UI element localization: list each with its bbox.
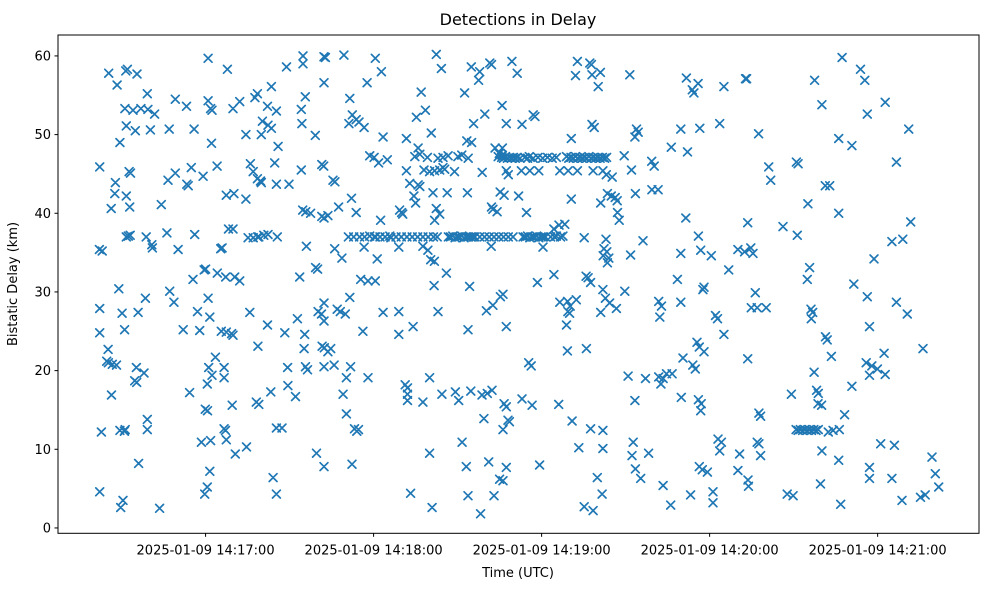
x-axis-label: Time (UTC) <box>481 566 554 581</box>
y-axis-label: Bistatic Delay (km) <box>6 222 21 346</box>
y-tick-label: 0 <box>43 521 51 536</box>
x-tick-label: 2025-01-09 14:18:00 <box>305 543 443 558</box>
y-tick-label: 40 <box>34 207 51 222</box>
x-tick-label: 2025-01-09 14:17:00 <box>137 543 275 558</box>
y-tick-label: 60 <box>34 49 51 64</box>
chart-title: Detections in Delay <box>440 10 597 29</box>
x-tick-label: 2025-01-09 14:20:00 <box>641 543 779 558</box>
y-tick-label: 50 <box>34 128 51 143</box>
plot-generated: 2025-01-09 14:17:00 2025-01-09 14:18:00 20… <box>34 34 980 558</box>
x-tick-label: 2025-01-09 14:21:00 <box>809 543 947 558</box>
y-tick-label: 20 <box>34 364 51 379</box>
y-tick-label: 10 <box>34 443 51 458</box>
scatter-markers <box>94 49 944 519</box>
y-tick-label: 30 <box>34 285 51 300</box>
axes-frame <box>57 34 980 534</box>
x-tick-label: 2025-01-09 14:19:00 <box>473 543 611 558</box>
